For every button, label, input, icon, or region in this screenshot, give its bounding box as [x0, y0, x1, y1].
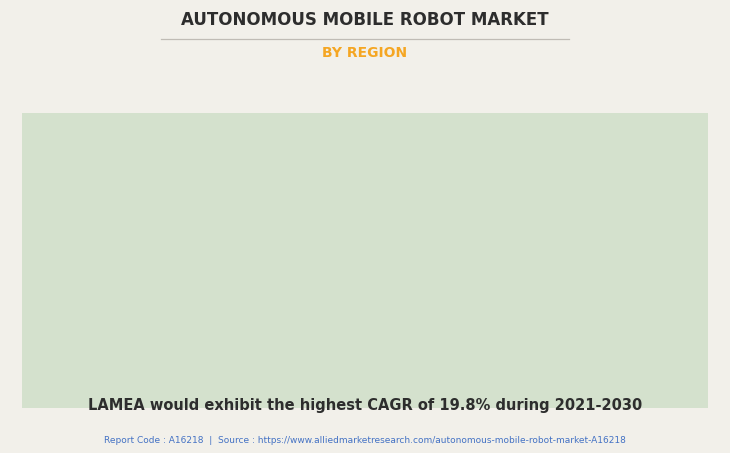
Text: BY REGION: BY REGION [323, 46, 407, 60]
Text: Report Code : A16218  |  Source : https://www.alliedmarketresearch.com/autonomou: Report Code : A16218 | Source : https://… [104, 436, 626, 445]
Text: AUTONOMOUS MOBILE ROBOT MARKET: AUTONOMOUS MOBILE ROBOT MARKET [181, 11, 549, 29]
Text: LAMEA would exhibit the highest CAGR of 19.8% during 2021-2030: LAMEA would exhibit the highest CAGR of … [88, 398, 642, 413]
FancyBboxPatch shape [0, 54, 730, 453]
